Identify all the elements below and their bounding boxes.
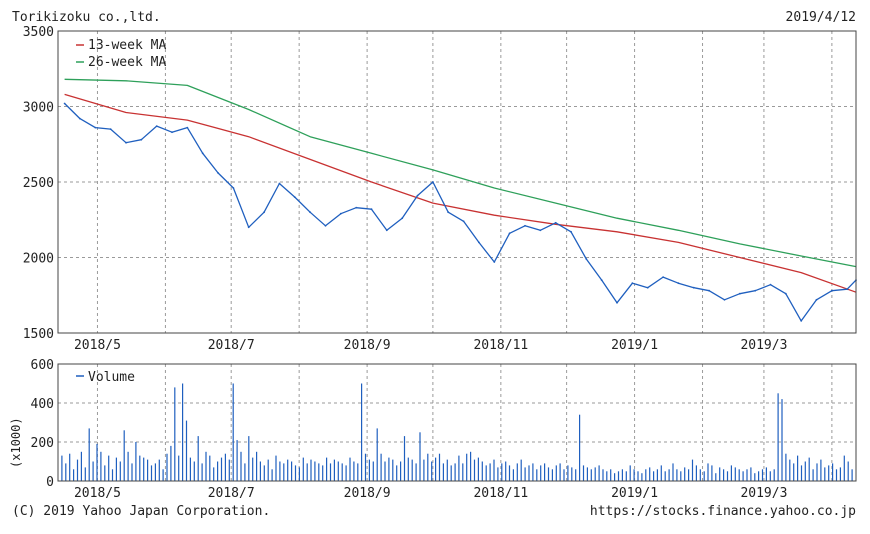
volume-ytick-200: 200 <box>31 436 54 451</box>
price-ytick-3000: 3000 <box>23 101 54 116</box>
volume-legend: Volume <box>76 370 135 385</box>
price-point-38 <box>646 286 649 289</box>
price-ytick-2500: 2500 <box>23 176 54 191</box>
legend-ma26-label: 26-week MA <box>88 55 166 70</box>
price-point-50 <box>831 289 833 292</box>
price-ytick-3500: 3500 <box>23 25 54 40</box>
volume-ytick-400: 400 <box>31 397 54 412</box>
price-point-0 <box>63 102 66 105</box>
price-xtick-2018/5: 2018/5 <box>74 338 121 353</box>
price-point-33 <box>570 230 572 233</box>
chart-date: 2019/4/12 <box>786 10 856 25</box>
volume-xtick-2019/3: 2019/3 <box>740 486 787 501</box>
price-point-3 <box>109 128 112 131</box>
price-point-14 <box>278 182 281 185</box>
price-point-11 <box>232 187 235 189</box>
price-point-12 <box>247 226 250 229</box>
price-point-32 <box>554 221 557 224</box>
yahoo-finance-url[interactable]: https://stocks.finance.yahoo.co.jp <box>590 504 856 519</box>
price-xtick-2018/9: 2018/9 <box>344 338 391 353</box>
price-y-axis: 1500 2000 2500 3000 3500 <box>23 25 54 342</box>
volume-xtick-2018/5: 2018/5 <box>74 486 121 501</box>
price-point-28 <box>493 261 496 263</box>
price-x-axis: 2018/5 2018/7 2018/9 2018/11 2019/1 2019/3 <box>74 338 787 353</box>
price-point-29 <box>508 232 511 235</box>
volume-y-axis: 0 200 400 600 <box>31 358 54 490</box>
copyright-text: (C) 2019 Yahoo Japan Corporation. <box>12 504 270 519</box>
volume-xtick-2018/7: 2018/7 <box>208 486 255 501</box>
price-point-23 <box>416 194 419 197</box>
price-point-1 <box>79 117 81 120</box>
price-xtick-2019/3: 2019/3 <box>740 338 787 353</box>
price-point-26 <box>462 220 465 223</box>
price-point-13 <box>263 211 265 214</box>
price-point-8 <box>186 126 189 129</box>
series-line-13-week-ma <box>64 93 857 293</box>
legend-volume-label: Volume <box>88 370 135 385</box>
volume-grid <box>58 364 856 481</box>
price-ytick-1500: 1500 <box>23 327 54 342</box>
price-point-39 <box>662 276 664 278</box>
volume-xtick-2018/11: 2018/11 <box>473 486 528 501</box>
price-point-10 <box>217 172 219 174</box>
price-frame <box>57 30 857 334</box>
price-point-17 <box>324 224 327 227</box>
price-point-21 <box>385 229 388 232</box>
price-xtick-2018/11: 2018/11 <box>473 338 528 353</box>
price-xtick-2019/1: 2019/1 <box>611 338 658 353</box>
legend-ma13-label: 13-week MA <box>88 38 166 53</box>
price-point-44 <box>738 292 741 295</box>
price-point-25 <box>447 211 450 214</box>
price-point-22 <box>401 217 404 220</box>
price-point-43 <box>723 298 726 301</box>
volume-frame <box>57 363 857 482</box>
volume-unit-label: (x1000) <box>9 417 23 468</box>
price-point-36 <box>616 301 618 304</box>
yahoo-finance-link[interactable]: https://stocks.finance.yahoo.co.jp <box>590 504 856 519</box>
price-point-49 <box>815 298 818 301</box>
price-legend: 13-week MA 26-week MA <box>76 38 166 70</box>
price-point-48 <box>800 320 803 322</box>
company-name: Torikizoku co.,ltd. <box>12 10 161 25</box>
price-point-18 <box>339 212 342 215</box>
price-point-51 <box>846 288 849 291</box>
price-point-46 <box>769 283 772 286</box>
series-line-price <box>64 103 857 322</box>
price-point-7 <box>171 131 173 134</box>
volume-bars-group <box>61 383 853 481</box>
price-point-47 <box>784 292 787 295</box>
price-point-16 <box>309 211 311 214</box>
price-point-15 <box>293 196 296 199</box>
price-grid <box>58 31 856 333</box>
price-point-31 <box>539 229 542 232</box>
volume-xtick-2019/1: 2019/1 <box>611 486 658 501</box>
price-point-5 <box>140 138 143 141</box>
volume-x-axis: 2018/5 2018/7 2018/9 2018/11 2019/1 2019/3 <box>74 486 787 501</box>
volume-ytick-600: 600 <box>31 358 54 373</box>
price-point-30 <box>524 224 526 227</box>
price-point-45 <box>754 289 757 292</box>
price-point-24 <box>432 181 434 183</box>
price-point-4 <box>125 141 127 144</box>
price-point-37 <box>631 282 634 285</box>
price-series-group <box>63 78 857 322</box>
price-point-35 <box>600 279 603 281</box>
price-point-41 <box>692 286 695 289</box>
price-point-42 <box>708 289 710 292</box>
price-point-2 <box>94 126 97 129</box>
price-point-27 <box>478 241 480 244</box>
series-line-26-week-ma <box>64 78 857 268</box>
price-ytick-2000: 2000 <box>23 252 54 267</box>
price-xtick-2018/7: 2018/7 <box>208 338 255 353</box>
price-point-20 <box>370 208 373 211</box>
volume-xtick-2018/9: 2018/9 <box>344 486 391 501</box>
price-point-19 <box>355 206 358 209</box>
price-point-9 <box>201 152 204 155</box>
volume-ytick-0: 0 <box>46 475 54 490</box>
price-point-40 <box>677 282 680 285</box>
price-point-34 <box>585 258 588 260</box>
price-point-6 <box>155 125 158 127</box>
